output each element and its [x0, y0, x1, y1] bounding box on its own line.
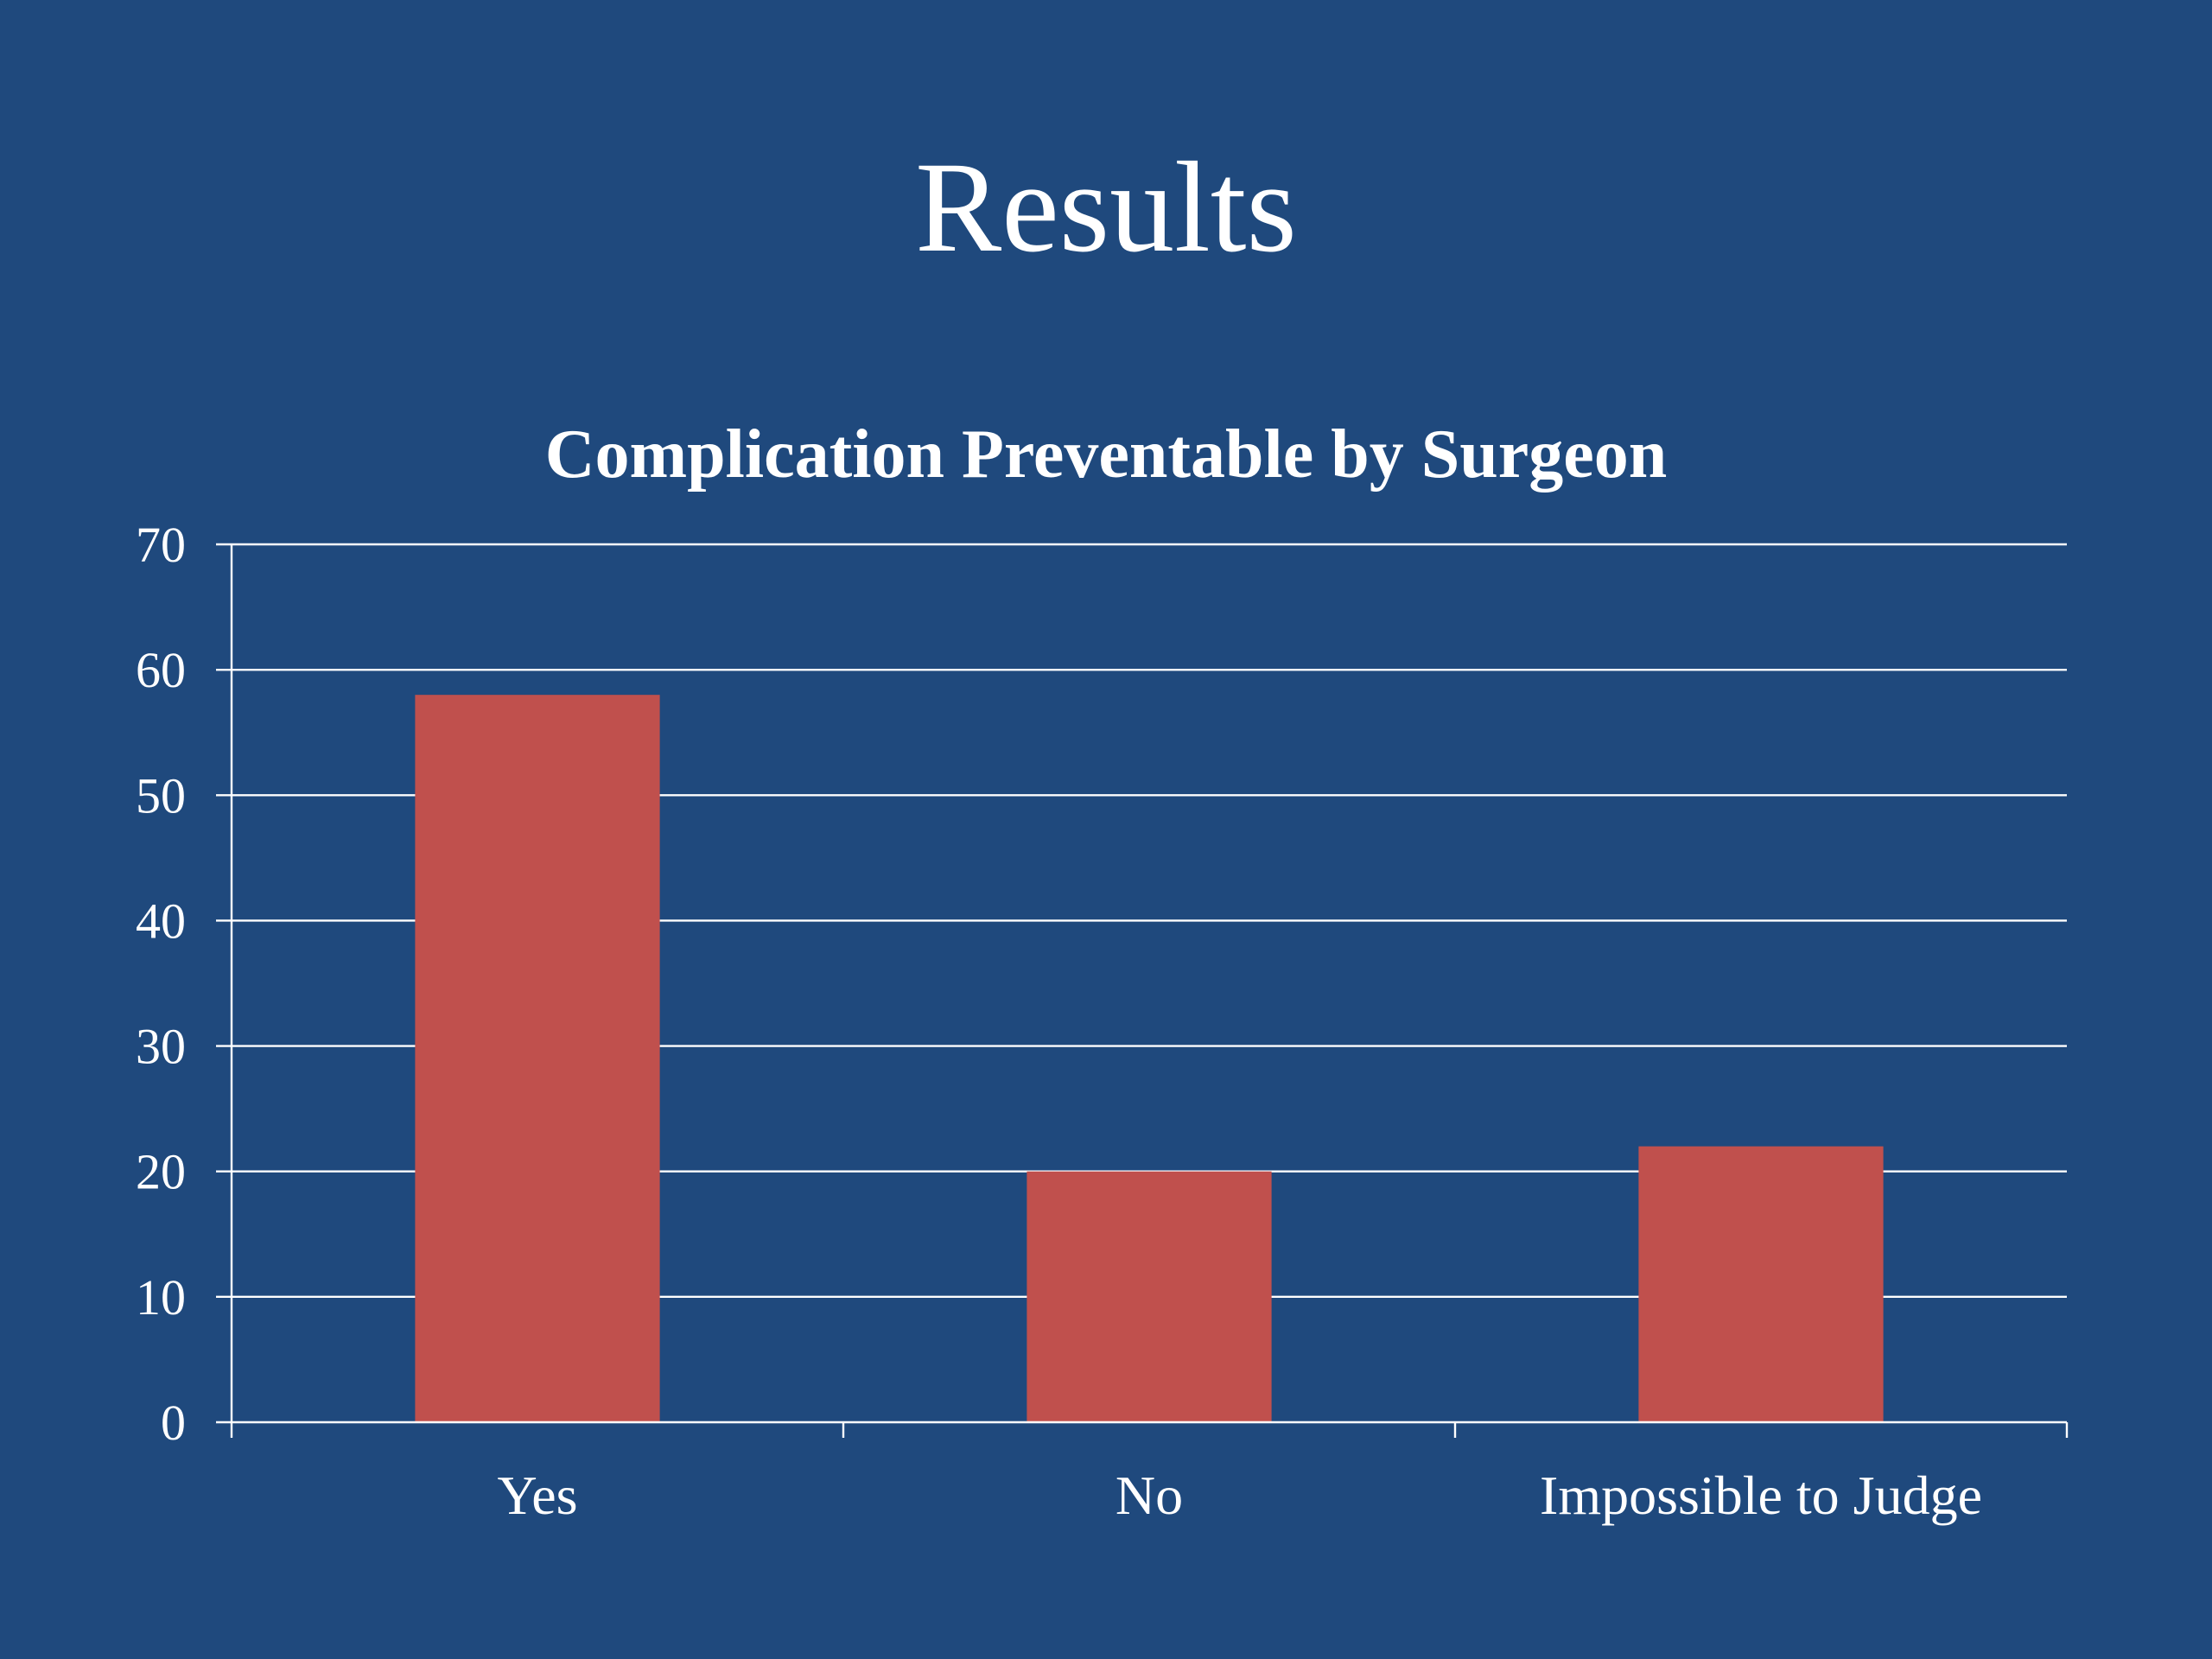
- y-tick-label: 10: [136, 1269, 186, 1325]
- bar-impossible-to-judge: [1638, 1146, 1884, 1422]
- y-tick-label: 60: [136, 642, 186, 698]
- y-tick-label: 30: [136, 1019, 186, 1075]
- y-tick-label: 20: [136, 1144, 186, 1200]
- axis-labels: 0 10 20 30 40 50 60 70 Yes No Impossible to Judge: [136, 517, 1982, 1526]
- x-tick-label: Impossible to Judge: [1540, 1465, 1982, 1526]
- bar-no: [1027, 1171, 1272, 1422]
- x-tick-label: No: [1116, 1465, 1183, 1526]
- x-tick-label: Yes: [497, 1465, 577, 1526]
- chart-title: Complication Preventable by Surgeon: [544, 416, 1668, 493]
- axes: [216, 543, 2069, 1438]
- y-tick-label: 50: [136, 767, 186, 823]
- slide-title: Results: [915, 136, 1297, 279]
- y-tick-label: 40: [136, 893, 186, 949]
- bar-yes: [415, 695, 660, 1422]
- y-tick-label: 70: [136, 517, 186, 573]
- bars: [415, 695, 1884, 1422]
- y-tick-label: 0: [161, 1395, 186, 1451]
